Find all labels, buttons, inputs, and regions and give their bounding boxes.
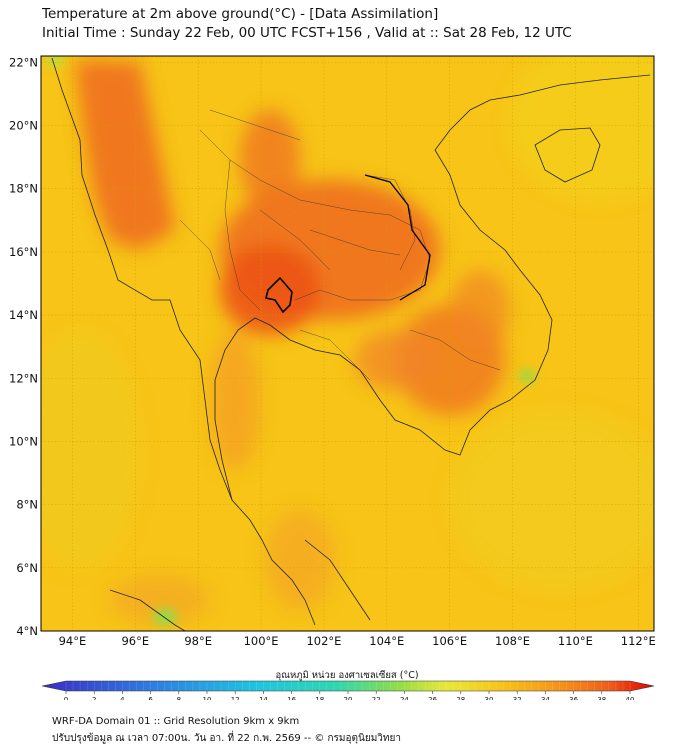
lat-tick-label: 16°N [9, 245, 38, 259]
province-borders [179, 109, 501, 381]
lat-tick-label: 12°N [9, 371, 38, 385]
lat-tick-label: 10°N [9, 434, 38, 448]
colorbar-tick-label: 22 [372, 696, 381, 700]
colorbar-tick-label: 16 [287, 696, 296, 700]
lat-tick-label: 14°N [9, 308, 38, 322]
lat-tick-label: 18°N [9, 182, 38, 196]
colorbar-tick-label: 40 [626, 696, 635, 700]
lat-tick-label: 22°N [9, 55, 38, 69]
colorbar-tick-label: 26 [428, 696, 437, 700]
lon-tick-label: 96°E [121, 634, 149, 648]
footer-model-info: WRF-DA Domain 01 :: Grid Resolution 9km … [52, 716, 300, 727]
colorbar-tick-label: 10 [203, 696, 212, 700]
colorbar-tick-label: 4 [120, 696, 125, 700]
footer-update-info: ปรับปรุงข้อมูล ณ เวลา 07:00น. วัน อา. ที… [52, 733, 401, 744]
colorbar-tick-label: 2 [92, 696, 96, 700]
colorbar-tick-label: 34 [541, 696, 550, 700]
colorbar-tick-label: 32 [513, 696, 522, 700]
lon-tick-label: 94°E [59, 634, 87, 648]
lat-tick-label: 6°N [16, 561, 38, 575]
longitude-axis: 94°E 96°E 98°E 100°E 102°E 104°E 106°E 108°E 110… [59, 634, 656, 648]
colorbar-tick-label: 30 [485, 696, 494, 700]
lon-tick-label: 98°E [184, 634, 212, 648]
map-title: Temperature at 2m above ground(°C) - [Da… [42, 6, 439, 22]
colorbar-tick-label: 28 [456, 696, 465, 700]
lon-tick-label: 110°E [558, 634, 593, 648]
colorbar-tick-label: 36 [569, 696, 578, 700]
lon-tick-label: 112°E [621, 634, 656, 648]
colorbar-tick-label: 6 [148, 696, 153, 700]
temperature-field [41, 56, 654, 631]
colorbar-tick-label: 12 [231, 696, 240, 700]
bangkok-outline [265, 276, 293, 314]
lon-tick-label: 104°E [369, 634, 404, 648]
colorbar-tick-label: 38 [597, 696, 606, 700]
colorbar-label: อุณหภูมิ หน่วย องศาเซลเซียส (°C) [275, 669, 418, 681]
map-frame [40, 55, 655, 632]
lat-tick-label: 8°N [16, 498, 38, 512]
lat-tick-label: 20°N [9, 119, 38, 133]
colorbar-ticks: 0 2 4 6 8 10 12 14 16 18 20 22 24 26 28 30 32 34 36 38 40 [64, 681, 635, 700]
coastline [51, 57, 651, 631]
lat-tick-label: 4°N [16, 624, 38, 638]
colorbar-tick-label: 24 [400, 696, 409, 700]
temperature-map: 94°E 96°E 98°E 100°E 102°E 104°E 106°E 108°E 110… [9, 55, 656, 700]
lon-tick-label: 108°E [495, 634, 530, 648]
colorbar-tick-label: 14 [259, 696, 268, 700]
lon-tick-label: 102°E [306, 634, 341, 648]
latitude-axis: 4°N 6°N 8°N 10°N 12°N 14°N 16°N 18°N 20°N 22°N [9, 55, 38, 638]
map-subtitle: Initial Time : Sunday 22 Feb, 00 UTC FCS… [42, 25, 572, 41]
lon-tick-label: 100°E [244, 634, 279, 648]
lon-tick-label: 106°E [432, 634, 467, 648]
colorbar-tick-label: 20 [344, 696, 353, 700]
colorbar-tick-label: 18 [315, 696, 324, 700]
colorbar-tick-label: 0 [64, 696, 68, 700]
colorbar-tick-label: 8 [177, 696, 181, 700]
